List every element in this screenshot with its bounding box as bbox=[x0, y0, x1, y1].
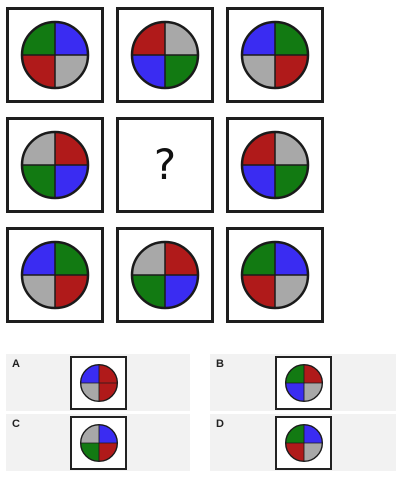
quadrant-circle-icon bbox=[240, 20, 310, 90]
circle-outline bbox=[79, 423, 118, 463]
quadrant-tr-gray bbox=[165, 22, 198, 55]
quadrant-tr-blue bbox=[55, 22, 88, 55]
quadrant-bl-gray bbox=[22, 275, 55, 308]
quadrant-bl-gray bbox=[242, 55, 275, 88]
quadrant-circle-icon bbox=[20, 240, 90, 310]
circle-outline bbox=[240, 240, 310, 310]
option-letter: D bbox=[216, 418, 224, 430]
grid-cell-missing[interactable]: ? bbox=[116, 117, 214, 213]
quadrant-bl-blue bbox=[285, 383, 304, 402]
circle-outline bbox=[130, 240, 200, 310]
quadrant-circle-icon bbox=[130, 20, 200, 90]
quadrant-br-green bbox=[165, 55, 198, 88]
quadrant-tr-blue bbox=[275, 242, 308, 275]
quadrant-tl-blue bbox=[22, 242, 55, 275]
quadrant-bl-blue bbox=[132, 55, 165, 88]
circle-outline bbox=[240, 130, 310, 200]
quadrant-bl-red bbox=[242, 275, 275, 308]
option-panel-a[interactable]: A bbox=[6, 354, 190, 411]
quadrant-br-red bbox=[98, 443, 117, 462]
quadrant-tl-gray bbox=[132, 242, 165, 275]
quadrant-br-gray bbox=[55, 55, 88, 88]
circle-outline bbox=[284, 423, 323, 463]
quadrant-br-gray bbox=[303, 383, 322, 402]
option-panel-b[interactable]: B bbox=[210, 354, 396, 411]
quadrant-tr-red bbox=[303, 364, 322, 383]
quadrant-br-gray bbox=[275, 275, 308, 308]
grid-cell-r1c2 bbox=[116, 7, 214, 103]
quadrant-br-green bbox=[275, 165, 308, 198]
quadrant-tl-green bbox=[242, 242, 275, 275]
quadrant-circle-icon bbox=[284, 423, 323, 463]
quadrant-bl-red bbox=[22, 55, 55, 88]
quadrant-tl-red bbox=[132, 22, 165, 55]
option-image-a[interactable] bbox=[70, 356, 127, 410]
quadrant-tr-blue bbox=[98, 424, 117, 443]
quadrant-circle-icon bbox=[240, 240, 310, 310]
quadrant-bl-green bbox=[80, 443, 99, 462]
quadrant-tr-blue bbox=[303, 424, 322, 443]
option-image-c[interactable] bbox=[70, 416, 127, 470]
quadrant-tr-red bbox=[55, 132, 88, 165]
quadrant-br-blue bbox=[55, 165, 88, 198]
quadrant-tr-red bbox=[98, 364, 117, 383]
quadrant-circle-icon bbox=[240, 130, 310, 200]
option-letter: C bbox=[12, 418, 20, 430]
grid-cell-r3c1 bbox=[6, 227, 104, 323]
circle-outline bbox=[284, 363, 323, 403]
quadrant-br-gray bbox=[303, 443, 322, 462]
grid-cell-r1c1 bbox=[6, 7, 104, 103]
quadrant-br-blue bbox=[165, 275, 198, 308]
quadrant-bl-green bbox=[132, 275, 165, 308]
quadrant-circle-icon bbox=[20, 20, 90, 90]
option-panel-d[interactable]: D bbox=[210, 414, 396, 471]
grid-cell-r2c1 bbox=[6, 117, 104, 213]
quadrant-tl-blue bbox=[242, 22, 275, 55]
quadrant-circle-icon bbox=[79, 423, 118, 463]
grid-cell-r3c3 bbox=[226, 227, 324, 323]
quadrant-tl-blue bbox=[80, 364, 99, 383]
option-letter: A bbox=[12, 358, 20, 370]
option-image-b[interactable] bbox=[275, 356, 332, 410]
quadrant-tr-red bbox=[165, 242, 198, 275]
option-image-d[interactable] bbox=[275, 416, 332, 470]
quadrant-tl-gray bbox=[22, 132, 55, 165]
quadrant-bl-gray bbox=[80, 383, 99, 402]
quadrant-circle-icon bbox=[79, 363, 118, 403]
quadrant-tl-green bbox=[285, 364, 304, 383]
quadrant-br-red bbox=[55, 275, 88, 308]
circle-outline bbox=[20, 240, 90, 310]
option-letter: B bbox=[216, 358, 224, 370]
grid-cell-r2c3 bbox=[226, 117, 324, 213]
option-panel-c[interactable]: C bbox=[6, 414, 190, 471]
quadrant-bl-red bbox=[285, 443, 304, 462]
quadrant-br-red bbox=[275, 55, 308, 88]
grid-cell-r1c3 bbox=[226, 7, 324, 103]
circle-outline bbox=[20, 130, 90, 200]
quadrant-tl-green bbox=[285, 424, 304, 443]
grid-cell-r3c2 bbox=[116, 227, 214, 323]
quadrant-tr-green bbox=[275, 22, 308, 55]
quadrant-bl-blue bbox=[242, 165, 275, 198]
quadrant-tr-green bbox=[55, 242, 88, 275]
quadrant-tl-green bbox=[22, 22, 55, 55]
quadrant-tl-gray bbox=[80, 424, 99, 443]
quadrant-br-red bbox=[98, 383, 117, 402]
quadrant-circle-icon bbox=[284, 363, 323, 403]
circle-outline bbox=[130, 20, 200, 90]
quadrant-circle-icon bbox=[130, 240, 200, 310]
quadrant-tl-red bbox=[242, 132, 275, 165]
quadrant-circle-icon bbox=[20, 130, 90, 200]
circle-outline bbox=[79, 363, 118, 403]
quadrant-bl-green bbox=[22, 165, 55, 198]
quadrant-tr-gray bbox=[275, 132, 308, 165]
circle-outline bbox=[240, 20, 310, 90]
circle-outline bbox=[20, 20, 90, 90]
question-mark: ? bbox=[153, 140, 177, 189]
